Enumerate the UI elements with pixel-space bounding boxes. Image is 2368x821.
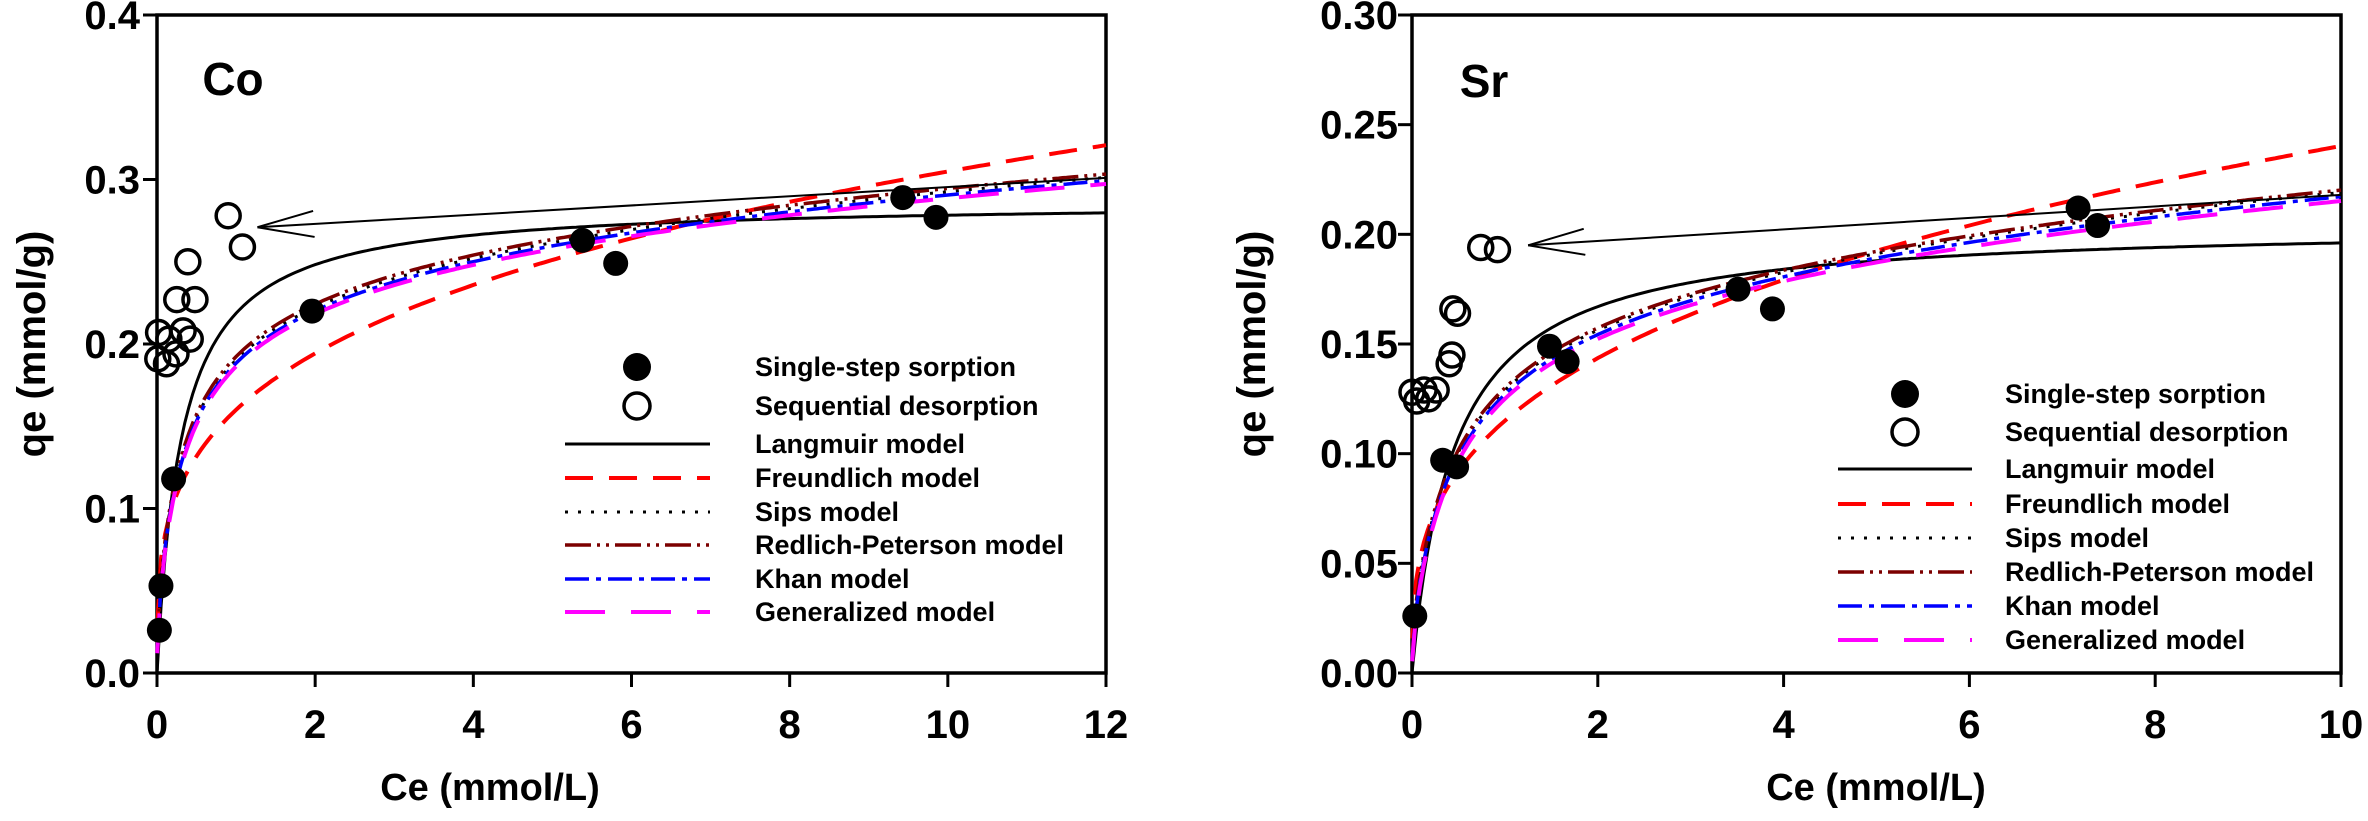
legend: Single-step sorption Sequential desorptio… bbox=[1838, 379, 2314, 655]
legend-label: Sips model bbox=[2005, 523, 2149, 553]
freundlich-model-curve bbox=[1410, 144, 2342, 639]
x-tick-label: 10 bbox=[2319, 703, 2364, 747]
x-tick-label: 6 bbox=[1958, 703, 1980, 747]
plot-box bbox=[155, 13, 1108, 675]
legend-label: Langmuir model bbox=[755, 429, 965, 459]
legend-label: Single-step sorption bbox=[2005, 379, 2266, 409]
panel-title: Sr bbox=[1460, 55, 1509, 107]
sorption-point bbox=[569, 227, 595, 253]
sorption-point bbox=[923, 204, 949, 230]
y-tick-label: 0.1 bbox=[84, 488, 140, 532]
y-axis-title: qe (mmol/g) bbox=[1230, 231, 1274, 458]
x-tick-label: 0 bbox=[146, 703, 168, 747]
legend-label: Generalized model bbox=[755, 597, 995, 627]
panel-title: Co bbox=[202, 53, 263, 105]
x-axis-title: Ce (mmol/L) bbox=[380, 767, 600, 809]
y-tick-label: 0.10 bbox=[1320, 433, 1398, 477]
legend-marker-open-circle bbox=[622, 391, 652, 421]
desorption-point bbox=[1483, 235, 1512, 264]
desorption-point bbox=[228, 233, 257, 261]
x-tick-label: 0 bbox=[1401, 703, 1423, 747]
desorption-point bbox=[163, 285, 191, 314]
sorption-point bbox=[1759, 296, 1785, 322]
y-tick-label: 0.00 bbox=[1320, 652, 1398, 696]
y-tick-label: 0.3 bbox=[84, 159, 140, 203]
sorption-point bbox=[1536, 333, 1562, 359]
legend-label: Generalized model bbox=[2005, 625, 2245, 655]
sorption-point bbox=[1554, 349, 1580, 375]
sorption-point bbox=[146, 617, 172, 643]
desorption-points bbox=[1398, 233, 1512, 415]
sorption-point bbox=[890, 185, 916, 211]
desorption-point bbox=[1414, 385, 1443, 413]
legend-label: Sips model bbox=[755, 497, 899, 527]
y-tick-label: 0.15 bbox=[1320, 323, 1398, 367]
x-tick-label: 12 bbox=[1084, 703, 1129, 747]
legend-label: Single-step sorption bbox=[755, 352, 1016, 382]
desorption-point bbox=[169, 317, 197, 345]
desorption-point bbox=[214, 201, 242, 230]
sorption-point bbox=[1402, 603, 1428, 629]
x-tick-label: 4 bbox=[1772, 703, 1795, 747]
sr-panel: 0 2 4 6 8 10 0.00 0.05 0.10 0.15 0.20 0.25 0.30 Ce (m… bbox=[1230, 0, 2363, 809]
sorption-points bbox=[1402, 195, 2111, 629]
legend-label: Khan model bbox=[755, 564, 910, 594]
desorption-point bbox=[181, 285, 209, 314]
freundlich-model-curve bbox=[155, 143, 1107, 627]
hysteresis-arrow bbox=[1527, 193, 2342, 256]
legend-label: Khan model bbox=[2005, 591, 2160, 621]
y-tick-label: 0.25 bbox=[1320, 104, 1398, 148]
sorption-point bbox=[2085, 213, 2111, 239]
x-tick-label: 6 bbox=[620, 703, 642, 747]
desorption-point bbox=[176, 325, 204, 353]
y-tick-label: 0.2 bbox=[84, 323, 140, 367]
co-panel: 0 2 4 6 8 10 12 0.0 0.1 0.2 0.3 0.4 Ce (mmol/L) qe (m… bbox=[10, 0, 1128, 809]
legend-label: Langmuir model bbox=[2005, 454, 2215, 484]
y-tick-label: 0.20 bbox=[1320, 213, 1398, 257]
y-tick-label: 0.05 bbox=[1320, 542, 1398, 586]
x-tick-label: 8 bbox=[2144, 703, 2166, 747]
desorption-point bbox=[1466, 233, 1495, 262]
y-axis-title: qe (mmol/g) bbox=[10, 231, 54, 458]
desorption-points bbox=[144, 201, 257, 378]
desorption-point bbox=[1438, 341, 1466, 369]
desorption-point bbox=[155, 325, 183, 353]
x-tick-label: 2 bbox=[304, 703, 326, 747]
legend-label: Freundlich model bbox=[755, 463, 980, 493]
x-tick-label: 10 bbox=[926, 703, 971, 747]
legend-label: Sequential desorption bbox=[755, 391, 1039, 421]
legend-label: Sequential desorption bbox=[2005, 417, 2289, 447]
legend-label: Freundlich model bbox=[2005, 489, 2230, 519]
y-tick-label: 0.0 bbox=[84, 652, 140, 696]
legend-marker-filled-circle bbox=[1891, 380, 1919, 408]
x-tick-label: 2 bbox=[1587, 703, 1609, 747]
x-axis-title: Ce (mmol/L) bbox=[1766, 767, 1986, 809]
sorption-point bbox=[603, 250, 629, 276]
sorption-point bbox=[1444, 454, 1470, 480]
hysteresis-arrow bbox=[257, 176, 1107, 238]
sorption-point bbox=[2065, 195, 2091, 221]
legend: Single-step sorption Sequential desorptio… bbox=[565, 352, 1064, 627]
x-tick-label: 4 bbox=[462, 703, 485, 747]
legend-label: Redlich-Peterson model bbox=[755, 530, 1064, 560]
sorption-points bbox=[146, 185, 949, 643]
redlich-peterson-model-curve bbox=[1410, 188, 2342, 651]
legend-marker-filled-circle bbox=[623, 353, 651, 381]
desorption-point bbox=[174, 248, 202, 276]
legend-marker-open-circle bbox=[1890, 417, 1920, 447]
legend-label: Redlich-Peterson model bbox=[2005, 557, 2314, 587]
sorption-point bbox=[161, 466, 187, 492]
y-tick-label: 0.30 bbox=[1320, 0, 1398, 38]
sorption-point bbox=[1725, 276, 1751, 302]
desorption-point bbox=[1443, 299, 1472, 328]
x-tick-label: 8 bbox=[779, 703, 801, 747]
desorption-point bbox=[1439, 295, 1467, 323]
y-tick-label: 0.4 bbox=[84, 0, 140, 38]
sorption-point bbox=[299, 298, 325, 324]
desorption-point bbox=[1402, 387, 1431, 415]
sorption-point bbox=[148, 573, 174, 599]
